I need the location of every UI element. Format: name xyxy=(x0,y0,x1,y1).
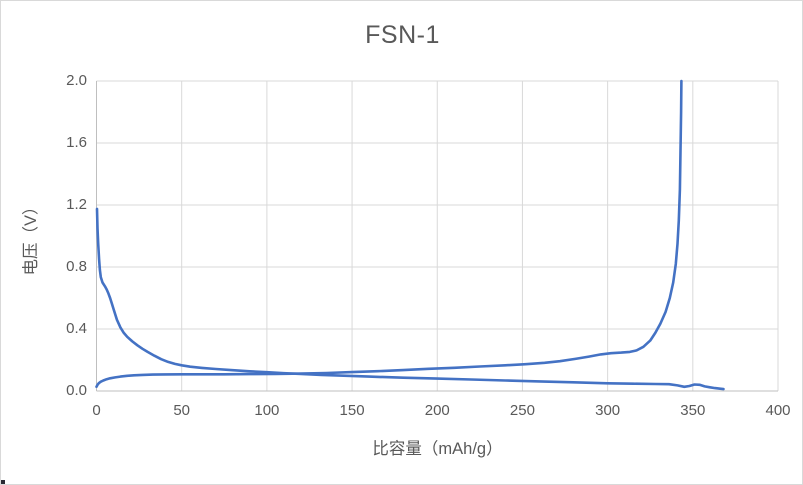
y-tick-label: 0.8 xyxy=(66,258,87,275)
y-tick-label: 1.2 xyxy=(66,196,87,213)
x-tick-label: 400 xyxy=(765,402,791,419)
y-axis-title: 电压（V） xyxy=(22,198,40,276)
y-tick-label: 1.6 xyxy=(66,134,87,151)
corner-artifact-mark xyxy=(1,480,5,484)
x-tick-label: 100 xyxy=(254,402,280,419)
x-tick-label: 200 xyxy=(424,402,450,419)
chart-title: FSN-1 xyxy=(365,21,440,49)
y-tick-label: 0.4 xyxy=(66,320,87,337)
x-tick-label: 0 xyxy=(92,402,101,419)
y-tick-label: 0.0 xyxy=(66,382,87,399)
x-tick-label: 300 xyxy=(595,402,621,419)
x-tick-label: 250 xyxy=(509,402,535,419)
discharge-curve xyxy=(95,207,725,391)
x-tick-label: 50 xyxy=(173,402,191,419)
x-tick-label: 150 xyxy=(339,402,365,419)
y-tick-label: 2.0 xyxy=(66,72,87,89)
charge-curve xyxy=(95,79,683,388)
x-axis-title: 比容量（mAh/g） xyxy=(372,440,503,458)
x-tick-label: 350 xyxy=(680,402,706,419)
